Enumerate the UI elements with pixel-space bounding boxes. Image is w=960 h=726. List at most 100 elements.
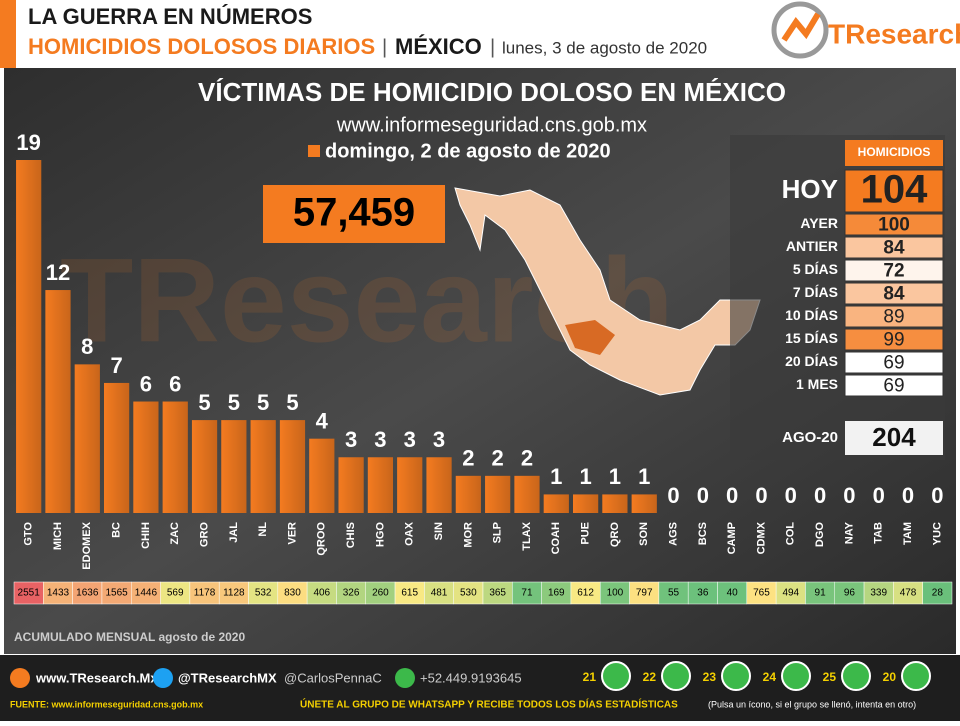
x-tick-label: TAM — [902, 522, 914, 545]
monthly-value: 28 — [932, 588, 944, 599]
row-value: 100 — [878, 215, 910, 236]
bar-shade — [543, 494, 569, 513]
value-label: 3 — [374, 427, 386, 452]
value-label: 3 — [404, 427, 416, 452]
sep: | — [490, 36, 495, 58]
value-label: 0 — [755, 483, 767, 508]
whatsapp-icon[interactable] — [661, 661, 691, 691]
monthly-value: 96 — [844, 588, 856, 599]
x-tick-label: QRO — [609, 522, 621, 548]
monthly-value: 765 — [753, 588, 770, 599]
footer-note: (Pulsa un ícono, si el grupo se llenó, i… — [708, 699, 916, 709]
bar-shade — [367, 457, 394, 513]
value-label: 6 — [169, 371, 181, 396]
whatsapp-icon[interactable] — [721, 661, 751, 691]
bar-shade — [485, 475, 511, 513]
footer-twitter[interactable]: @TResearchMX — [178, 670, 277, 685]
total: 57,459 — [293, 191, 415, 235]
monthly-value: 100 — [607, 588, 624, 599]
bar-shade — [250, 420, 276, 513]
footer-web[interactable]: www.TResearch.Mx — [35, 670, 158, 685]
bar-shade — [191, 420, 218, 513]
bar-shade — [16, 160, 42, 513]
row-label: HOY — [782, 174, 838, 204]
value-label: 0 — [785, 483, 797, 508]
value-label: 5 — [228, 390, 240, 415]
footer — [0, 655, 960, 721]
bar-shade — [103, 382, 130, 513]
x-tick-label: HGO — [374, 522, 386, 548]
monthly-value: 830 — [284, 588, 301, 599]
x-tick-label: CHIS — [345, 522, 357, 548]
row-cell — [844, 328, 944, 351]
value-label: 3 — [433, 427, 445, 452]
monthly-value: 2551 — [18, 588, 41, 599]
legend-label: domingo, 2 de agosto de 2020 — [325, 140, 611, 162]
value-label: 0 — [814, 483, 826, 508]
x-tick-label: CHIH — [140, 522, 152, 549]
row-cell — [844, 236, 944, 259]
monthly-value: 1565 — [105, 588, 128, 599]
row-label: 1 MES — [796, 376, 838, 392]
x-tick-label: NL — [257, 522, 269, 537]
whatsapp-icon[interactable] — [901, 661, 931, 691]
value-label: 2 — [521, 446, 533, 471]
monthly-value: 797 — [636, 588, 653, 599]
monthly-value: 1636 — [76, 588, 99, 599]
whatsapp-icon[interactable] — [601, 661, 631, 691]
row-value: 69 — [883, 376, 904, 397]
monthly-value: 406 — [313, 588, 330, 599]
map-region — [565, 320, 615, 355]
value-label: 6 — [140, 371, 152, 396]
total-box — [263, 185, 445, 243]
value-label: 0 — [873, 483, 885, 508]
x-tick-label: TLAX — [521, 521, 533, 550]
monthly-value: 530 — [460, 588, 477, 599]
row-value: 84 — [883, 238, 905, 259]
web-icon — [10, 668, 30, 688]
value-label: 1 — [579, 464, 591, 489]
whatsapp-icon[interactable] — [781, 661, 811, 691]
row-cell — [844, 351, 944, 374]
x-tick-label: PUE — [580, 522, 592, 545]
logo-ring — [771, 1, 829, 59]
month-cell — [845, 421, 943, 455]
x-tick-label: SLP — [492, 522, 504, 543]
monthly-value: 612 — [577, 588, 594, 599]
bar-shade — [514, 475, 540, 513]
header-line2: HOMICIDIOS DOLOSOS DIARIOS — [28, 34, 375, 59]
bar-shade — [338, 457, 364, 513]
x-tick-label: QROO — [316, 522, 328, 556]
value-label: 0 — [726, 483, 738, 508]
bar-shade — [455, 475, 481, 513]
value-label: 12 — [46, 260, 70, 285]
row-cell — [844, 374, 944, 397]
whatsapp-icon[interactable] — [841, 661, 871, 691]
row-value: 99 — [883, 330, 904, 351]
group-number: 24 — [763, 670, 777, 684]
header-line1: LA GUERRA EN NÚMEROS — [28, 4, 312, 29]
x-tick-label: COL — [785, 522, 797, 546]
twitter-icon — [153, 668, 173, 688]
value-label: 19 — [16, 130, 40, 155]
value-label: 7 — [110, 353, 122, 378]
row-cell — [844, 213, 944, 236]
chart-subtitle: www.informeseguridad.cns.gob.mx — [336, 114, 647, 136]
legend-swatch — [308, 145, 320, 157]
monthly-value: 36 — [697, 588, 709, 599]
header-accent — [0, 0, 16, 68]
value-label: 1 — [609, 464, 621, 489]
row-cell — [844, 305, 944, 328]
bar-shade — [631, 494, 657, 513]
x-tick-label: SIN — [433, 522, 445, 540]
monthly-cell — [922, 581, 953, 605]
monthly-value: 494 — [782, 588, 799, 599]
row-label: 15 DÍAS — [785, 330, 838, 346]
row-label: 20 DÍAS — [785, 353, 838, 369]
value-label: 0 — [843, 483, 855, 508]
bar-shade — [602, 494, 628, 513]
group-number: 22 — [643, 670, 657, 684]
bar-shade — [279, 420, 306, 513]
value-label: 3 — [345, 427, 357, 452]
